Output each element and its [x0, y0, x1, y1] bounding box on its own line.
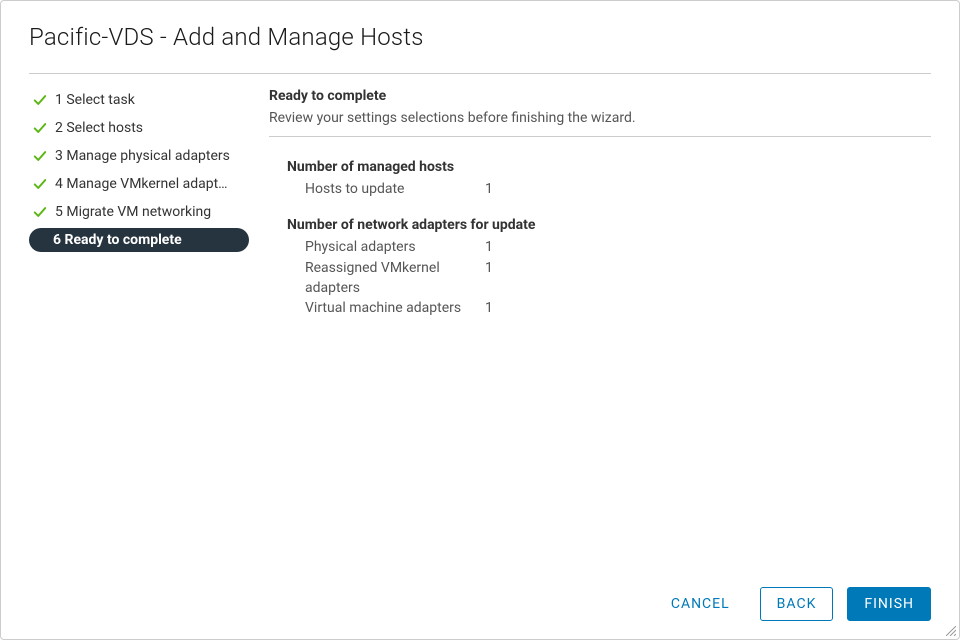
check-icon	[33, 149, 47, 163]
check-icon	[33, 177, 47, 191]
summary-row-value: 1	[485, 237, 493, 257]
nav-step-1[interactable]: 1 Select task	[29, 88, 249, 112]
nav-step-5[interactable]: 5 Migrate VM networking	[29, 200, 249, 224]
dialog-body: 1 Select task 2 Select hosts 3 Manage phys…	[1, 74, 959, 571]
back-button[interactable]: BACK	[760, 587, 834, 621]
wizard-dialog: Pacific-VDS - Add and Manage Hosts 1 Sel…	[0, 0, 960, 640]
nav-step-label: 1 Select task	[55, 92, 135, 108]
content-heading: Ready to complete	[269, 88, 931, 104]
section-title: Number of managed hosts	[287, 159, 931, 175]
content-divider	[269, 136, 931, 137]
summary-row-label: Virtual machine adapters	[305, 298, 485, 318]
summary-row-value: 1	[485, 179, 493, 199]
summary-row: Virtual machine adapters1	[287, 298, 931, 318]
finish-button[interactable]: FINISH	[847, 587, 931, 621]
nav-step-2[interactable]: 2 Select hosts	[29, 116, 249, 140]
resize-handle-icon[interactable]	[946, 626, 956, 636]
summary-row-label: Reassigned VMkernel adapters	[305, 258, 485, 299]
nav-step-label: 5 Migrate VM networking	[55, 204, 211, 220]
check-icon	[33, 93, 47, 107]
summary-row-label: Hosts to update	[305, 179, 485, 199]
wizard-nav: 1 Select task 2 Select hosts 3 Manage phys…	[29, 88, 249, 571]
dialog-footer: CANCEL BACK FINISH	[1, 571, 959, 639]
summary-row: Reassigned VMkernel adapters1	[287, 258, 931, 299]
summary-section: Number of managed hosts Hosts to update1	[269, 159, 931, 199]
nav-step-label: 6 Ready to complete	[53, 232, 182, 248]
nav-step-label: 4 Manage VMkernel adapt…	[55, 176, 228, 192]
nav-step-label: 3 Manage physical adapters	[55, 148, 230, 164]
nav-step-6[interactable]: 6 Ready to complete	[29, 228, 249, 252]
summary-section: Number of network adapters for update Phy…	[269, 217, 931, 318]
summary-sections: Number of managed hostsHosts to update1N…	[269, 159, 931, 318]
summary-row-value: 1	[485, 298, 493, 318]
section-title: Number of network adapters for update	[287, 217, 931, 233]
nav-step-3[interactable]: 3 Manage physical adapters	[29, 144, 249, 168]
summary-row: Physical adapters1	[287, 237, 931, 257]
dialog-header: Pacific-VDS - Add and Manage Hosts	[1, 1, 959, 63]
check-icon	[33, 205, 47, 219]
content-subheading: Review your settings selections before f…	[269, 110, 931, 126]
cancel-button[interactable]: CANCEL	[655, 588, 746, 620]
dialog-title: Pacific-VDS - Add and Manage Hosts	[29, 23, 931, 51]
summary-row-value: 1	[485, 258, 493, 299]
nav-step-4[interactable]: 4 Manage VMkernel adapt…	[29, 172, 249, 196]
check-icon	[33, 121, 47, 135]
nav-step-label: 2 Select hosts	[55, 120, 143, 136]
summary-row-label: Physical adapters	[305, 237, 485, 257]
wizard-content: Ready to complete Review your settings s…	[249, 88, 931, 571]
summary-row: Hosts to update1	[287, 179, 931, 199]
